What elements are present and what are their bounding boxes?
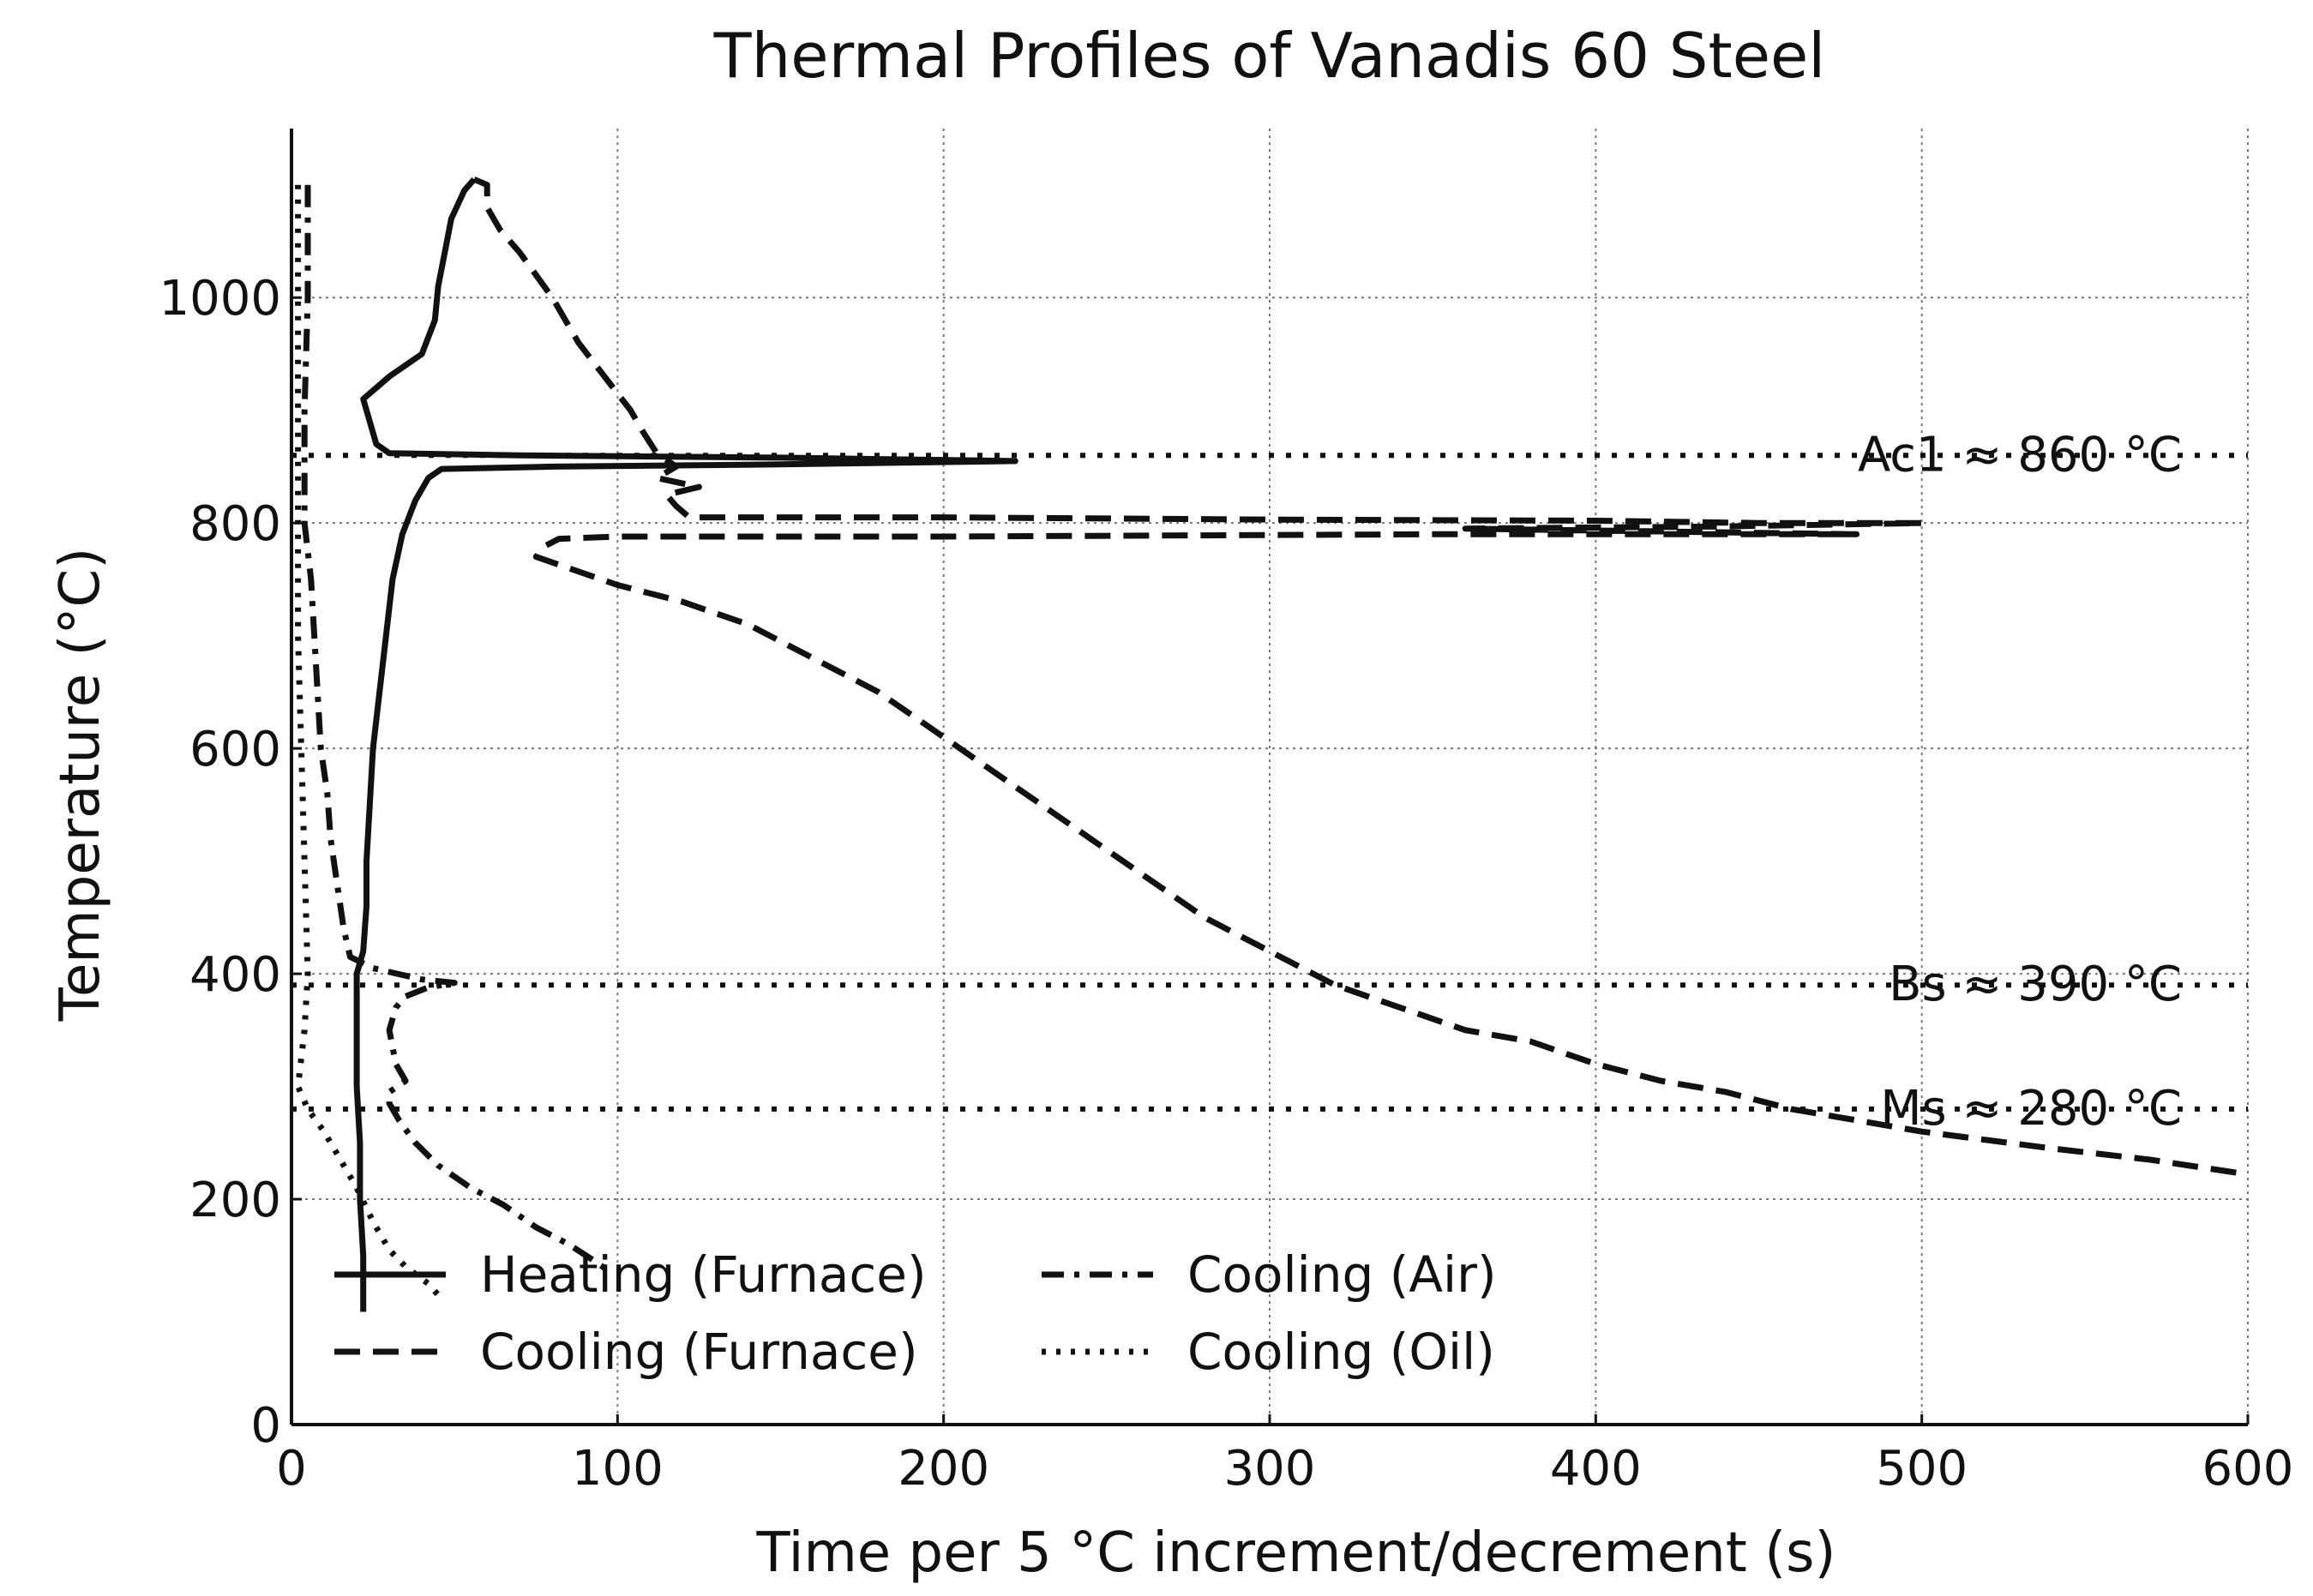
- y-tick-label: 1000: [159, 271, 281, 327]
- grid: [291, 129, 2249, 1425]
- x-tick-label: 500: [1876, 1441, 1968, 1497]
- series-line-heating-furnace: [353, 177, 1018, 1312]
- annotation-bs: Bs ≈ 390 °C: [1889, 957, 2182, 1012]
- chart-title: Thermal Profiles of Vanadis 60 Steel: [713, 20, 1826, 92]
- series-line-cooling-oil: [295, 184, 441, 1298]
- series-group: [295, 176, 2249, 1312]
- tick-labels: 0 100 200 300 400 500 600 0 200 400 600 800 1000: [159, 271, 2293, 1497]
- reference-lines: Ac1 ≈ 860 °C Bs ≈ 390 °C Ms ≈ 280 °C: [291, 427, 2248, 1137]
- x-tick-label: 100: [572, 1441, 664, 1497]
- x-axis-label: Time per 5 °C increment/decrement (s): [756, 1521, 1836, 1585]
- y-axis-label: Temperature (°C): [49, 548, 112, 1022]
- x-tick-label: 200: [898, 1441, 989, 1497]
- y-tick-label: 200: [189, 1173, 281, 1228]
- y-tick-label: 600: [189, 722, 281, 777]
- y-tick-label: 400: [189, 947, 281, 1003]
- legend-label: Cooling (Oil): [1187, 1323, 1495, 1381]
- y-tick-label: 0: [250, 1398, 281, 1454]
- x-tick-label: 0: [276, 1441, 307, 1497]
- legend: Heating (Furnace) Cooling (Air) Cooling (F…: [334, 1245, 1497, 1381]
- legend-label: Heating (Furnace): [480, 1245, 927, 1304]
- legend-label: Cooling (Air): [1187, 1245, 1497, 1304]
- x-tick-label: 300: [1224, 1441, 1316, 1497]
- y-tick-label: 800: [189, 496, 281, 552]
- series-line-cooling-furnace: [472, 176, 2249, 1178]
- legend-label: Cooling (Furnace): [480, 1323, 918, 1381]
- annotation-ms: Ms ≈ 280 °C: [1880, 1081, 2182, 1137]
- series-line-cooling-air: [301, 184, 613, 1275]
- x-tick-label: 400: [1550, 1441, 1642, 1497]
- x-tick-label: 600: [2202, 1441, 2294, 1497]
- annotation-ac1: Ac1 ≈ 860 °C: [1858, 427, 2182, 483]
